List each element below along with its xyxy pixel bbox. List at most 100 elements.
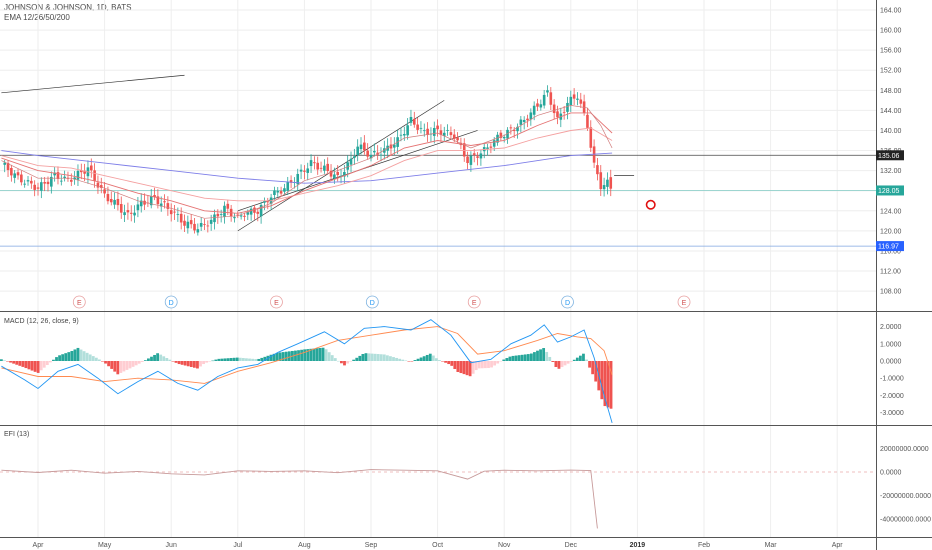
macd-histogram-bar [18,361,22,366]
macd-histogram-bar [560,361,564,368]
candle-body [566,102,569,112]
candle-body [552,104,556,114]
macd-histogram-bar [281,352,285,361]
earnings-marker [677,295,691,309]
candle-body [489,146,493,148]
price-label-box [876,150,904,161]
candle-body [319,167,323,169]
macd-histogram-bar [505,358,509,361]
macd-histogram-bar [6,361,9,362]
candle-body [276,191,280,193]
candle-body [56,172,60,179]
candle-body [589,127,593,148]
candle-body [403,133,406,136]
candle-body [10,167,13,176]
candle-body [129,212,133,214]
candle-body [476,156,479,158]
candle-body [393,144,396,148]
macd-histogram-bar [64,353,68,361]
candle-body [542,94,546,106]
candle-body [353,156,356,158]
candle-body [446,129,449,131]
macd-histogram-bar [557,361,561,369]
macd-histogram-bar [101,361,104,362]
candle-body [46,181,50,185]
candle-body [406,125,409,136]
macd-histogram-bar [582,353,585,361]
macd-histogram-bar [370,353,374,361]
candle-body [209,219,213,224]
macd-histogram-bar [98,359,101,361]
candle-body [89,165,93,171]
candle-body [582,101,586,113]
macd-histogram-bar [229,358,233,361]
macd-histogram-bar [137,361,141,364]
candle-body [236,214,240,216]
macd-histogram-bar [122,361,126,372]
macd-histogram-bar [554,361,558,367]
candle-body [193,223,196,231]
price-tick-label: 144.00 [880,108,902,115]
candle-body [139,200,143,207]
candle-body [233,217,236,219]
macd-histogram-bar [159,354,163,361]
macd-histogram-bar [211,360,215,362]
macd-histogram-bar [300,349,304,361]
price-tick-label: 120.00 [880,228,902,235]
ema-legend: EMA 12/26/50/200 [4,13,70,22]
candle-body [416,124,419,130]
macd-histogram-bar [600,361,604,400]
macd-tick-label: 1.0000 [880,341,902,348]
macd-histogram-bar [520,354,524,361]
dividend-label: D [169,300,174,307]
trend-lines [1,74,635,232]
candle-body [323,165,326,171]
macd-histogram-bar [410,361,414,362]
candle-body [219,214,223,216]
candle-body [479,153,483,159]
macd-histogram-bar [55,357,58,361]
candle-body [379,154,383,156]
macd-histogram-bar [382,354,386,361]
candle-body [496,134,499,143]
candle-body [206,225,210,227]
candle-body [452,134,456,139]
macd-histogram-bar [9,361,12,363]
macd-histogram-bar [3,360,6,361]
candle-body [50,176,53,187]
candle-body [399,134,403,136]
macd-histogram-bar [395,357,398,361]
candle-body [549,92,553,105]
macd-histogram-bar [70,350,74,361]
macd-histogram-bar [113,361,117,372]
candle-body [70,179,73,182]
macd-histogram-bar [569,361,573,362]
macd-histogram-bar [379,354,383,361]
candle-body [336,171,339,176]
macd-histogram-bar [425,354,429,361]
ema26-line [1,112,613,214]
candle-body [283,188,286,192]
macd-histogram-bar [76,347,80,361]
macd-histogram-bar [539,349,542,361]
x-tick-label: Jun [166,542,177,549]
candle-body [356,146,359,156]
candle-body [179,213,183,223]
efi-pane: EFI (13) 20000000.0000 0.0000 -20000000.000… [0,431,931,529]
earnings-label: E [472,300,477,307]
candle-body [99,185,103,188]
macd-histogram-bar [340,361,343,364]
price-tick-label: 140.00 [880,128,902,135]
macd-histogram-bar [548,356,552,361]
candle-body [109,198,113,203]
candle-body [199,222,203,227]
macd-histogram-bar [260,357,264,361]
candle-body [163,201,166,203]
macd-tick-label: -2.0000 [880,393,904,400]
earnings-label: E [77,300,82,307]
macd-histogram-bar [275,352,279,361]
macd-histogram-bar [208,361,212,362]
macd-histogram-bar [471,361,475,374]
x-tick-label: Mar [765,542,778,549]
